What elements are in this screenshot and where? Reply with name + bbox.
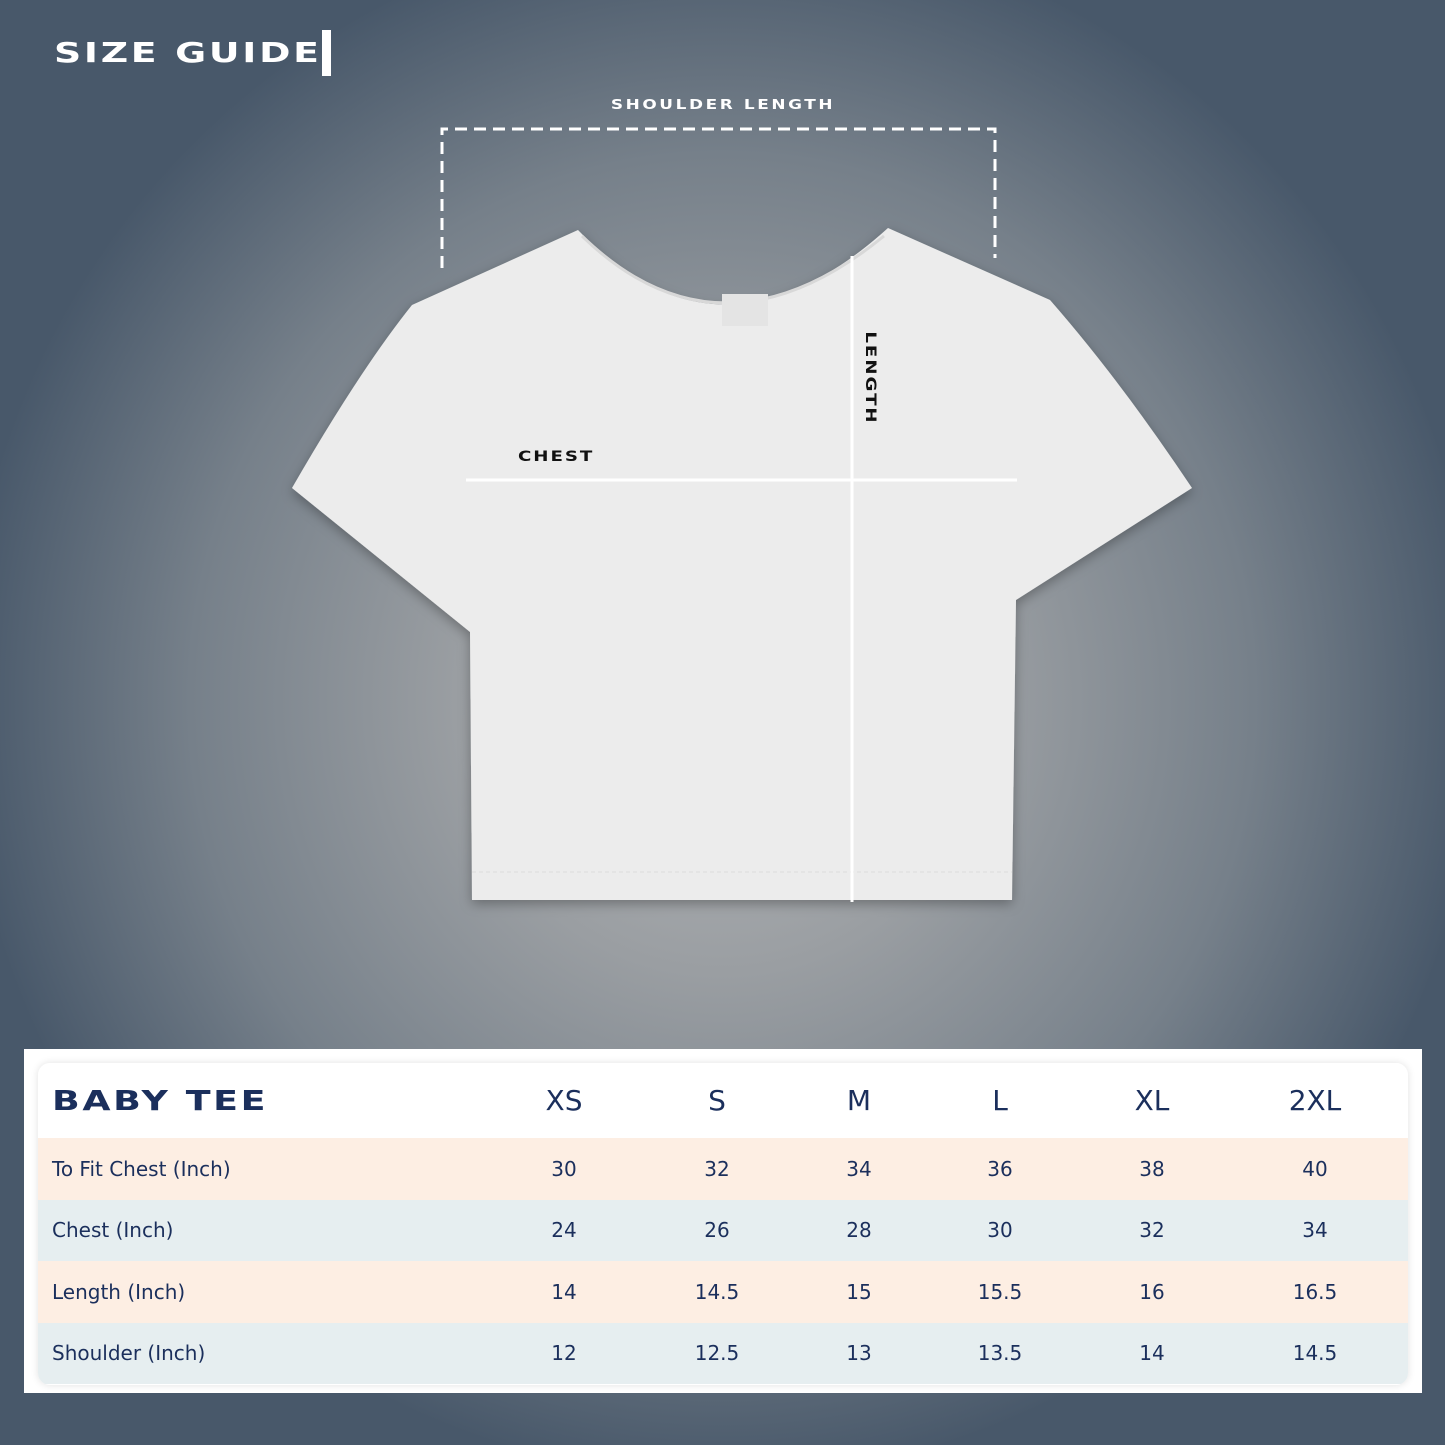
size-value: 34	[1302, 1218, 1328, 1243]
size-value: 34	[846, 1156, 872, 1181]
size-header: XS	[545, 1084, 583, 1117]
size-header: S	[708, 1084, 726, 1117]
size-value: 14	[551, 1279, 577, 1304]
table-header-row: BABY TEE XS S M L XL 2XL	[38, 1063, 1408, 1138]
size-value: 28	[846, 1218, 872, 1243]
size-header: M	[846, 1084, 872, 1117]
size-value: 16.5	[1292, 1279, 1338, 1304]
table-row: To Fit Chest (Inch) 30 32 34 36 38 40	[38, 1138, 1408, 1200]
size-value: 24	[551, 1218, 577, 1243]
row-label: Length (Inch)	[52, 1279, 186, 1304]
length-label: LENGTH	[862, 331, 878, 425]
size-value: 30	[987, 1218, 1013, 1243]
size-value: 36	[987, 1156, 1013, 1181]
size-value: 14	[1139, 1341, 1165, 1366]
size-value: 40	[1302, 1156, 1328, 1181]
table-title: BABY TEE	[52, 1084, 269, 1117]
size-table: BABY TEE XS S M L XL 2XL To Fit Chest (I…	[38, 1063, 1408, 1385]
table-row: Chest (Inch) 24 26 28 30 32 34	[38, 1199, 1408, 1261]
shoulder-length-label: SHOULDER LENGTH	[610, 98, 836, 113]
size-header: L	[992, 1084, 1008, 1117]
tshirt-shape	[292, 228, 1192, 900]
size-value: 15	[846, 1279, 872, 1304]
title-divider	[322, 30, 331, 76]
size-value: 32	[1139, 1218, 1165, 1243]
garment-tag-logo	[722, 294, 768, 326]
size-value: 15.5	[977, 1279, 1023, 1304]
size-value: 13	[846, 1341, 872, 1366]
row-label: To Fit Chest (Inch)	[52, 1156, 231, 1181]
row-label: Chest (Inch)	[52, 1218, 174, 1243]
size-header: 2XL	[1288, 1084, 1342, 1117]
size-value: 16	[1139, 1279, 1165, 1304]
chest-label: CHEST	[518, 449, 595, 465]
size-value: 12.5	[694, 1341, 740, 1366]
table-row: Length (Inch) 14 14.5 15 15.5 16 16.5	[38, 1261, 1408, 1323]
size-value: 38	[1139, 1156, 1165, 1181]
table-row: Shoulder (Inch) 12 12.5 13 13.5 14 14.5	[38, 1322, 1408, 1384]
size-header: XL	[1134, 1084, 1170, 1117]
size-value: 14.5	[694, 1279, 740, 1304]
size-value: 14.5	[1292, 1341, 1338, 1366]
row-label: Shoulder (Inch)	[52, 1341, 206, 1366]
size-value: 32	[704, 1156, 730, 1181]
page-title: SIZE GUIDE	[54, 36, 322, 69]
size-table-container: BABY TEE XS S M L XL 2XL To Fit Chest (I…	[24, 1049, 1422, 1393]
size-value: 26	[704, 1218, 730, 1243]
size-value: 12	[551, 1341, 577, 1366]
size-value: 30	[551, 1156, 577, 1181]
size-value: 13.5	[977, 1341, 1023, 1366]
tshirt-diagram	[292, 228, 1192, 900]
